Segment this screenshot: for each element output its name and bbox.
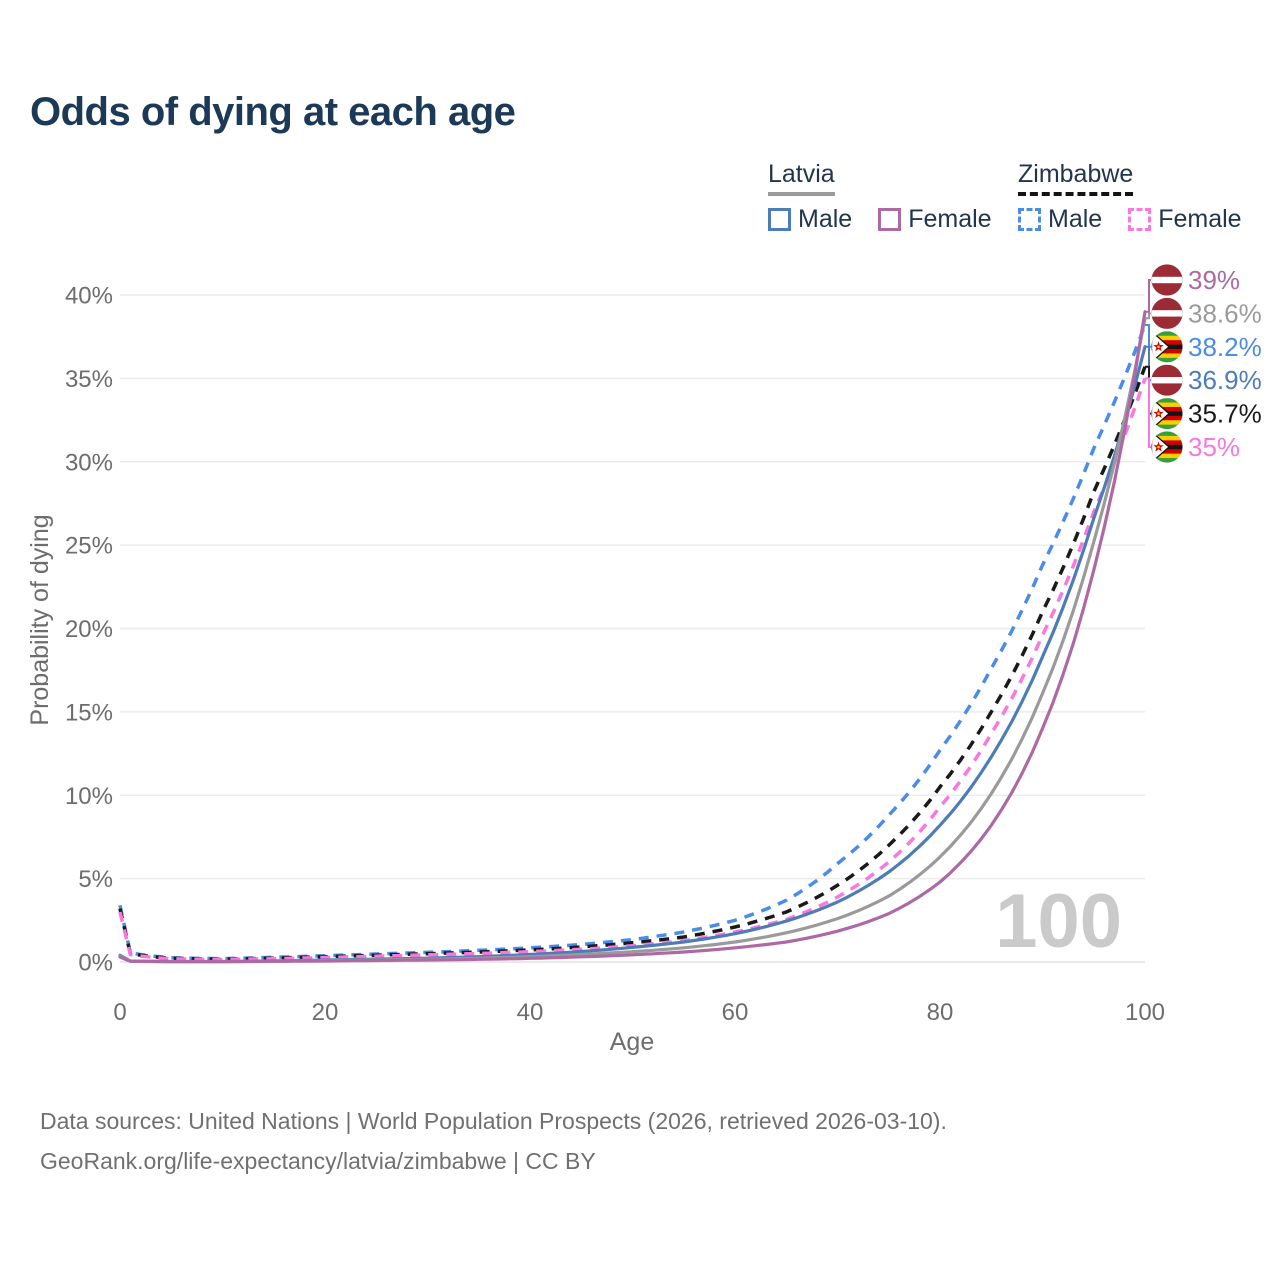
y-tick-label: 10% (65, 783, 113, 810)
end-label-connectors (1145, 279, 1151, 448)
x-tick-label: 40 (517, 999, 544, 1026)
x-tick-label: 100 (1125, 999, 1165, 1026)
flag-icon-zimbabwe (1151, 431, 1183, 463)
end-value-label-zw-all: 35.7% (1188, 399, 1262, 429)
x-tick-label: 20 (312, 999, 339, 1026)
legend-swatch-zimbabwe-male (1018, 208, 1041, 231)
axis-labels: 0% 5% 10% 15% 20% 25% 30% 35% 40% 0 20 40 60 80 100 Age… (26, 283, 1165, 1057)
footer-attribution-link[interactable]: GeoRank.org/life-expectancy/latvia/zimba… (40, 1148, 596, 1174)
legend-items-latvia: Male Female (768, 205, 992, 234)
connector-lv-all (1145, 312, 1151, 320)
series-line-zw-male[interactable] (118, 324, 1147, 961)
legend-label-latvia-male: Male (798, 205, 853, 233)
x-tick-label: 60 (722, 999, 749, 1026)
flag-icon-zimbabwe (1151, 397, 1183, 430)
legend-group-latvia: Latvia Male Female (768, 160, 992, 234)
x-tick-label: 0 (113, 999, 126, 1026)
end-value-label-zw-female: 35% (1188, 432, 1240, 462)
legend-items-zimbabwe: Male Female (1018, 205, 1242, 234)
end-label-flags (1151, 264, 1183, 463)
y-axis-title: Probability of dying (26, 514, 54, 725)
footer-data-sources: Data sources: United Nations | World Pop… (40, 1108, 947, 1134)
legend-country-latvia: Latvia (768, 160, 835, 196)
y-tick-label: 0% (78, 950, 113, 977)
series-line-lv-female[interactable] (118, 310, 1147, 964)
end-value-label-lv-female: 39% (1188, 265, 1240, 295)
connector-lv-female (1145, 279, 1151, 313)
age-counter-watermark: 100 (995, 879, 1122, 964)
legend-group-zimbabwe: Zimbabwe Male Female (1018, 160, 1242, 234)
x-tick-label: 80 (927, 999, 954, 1026)
end-value-label-lv-male: 36.9% (1188, 365, 1262, 395)
connector-zw-female (1145, 377, 1151, 448)
connector-zw-male (1145, 324, 1151, 348)
end-value-label-lv-all: 38.6% (1188, 298, 1262, 328)
legend-swatch-latvia-male (768, 208, 791, 231)
legend-country-zimbabwe: Zimbabwe (1018, 160, 1134, 196)
legend-item-zimbabwe-female[interactable]: Female (1128, 205, 1242, 234)
legend-item-latvia-female[interactable]: Female (878, 205, 992, 234)
flag-icon-zimbabwe (1151, 330, 1183, 363)
legend-swatch-latvia-female (878, 208, 902, 231)
legend-label-zimbabwe-female: Female (1158, 205, 1242, 233)
flag-icon-latvia (1151, 364, 1183, 397)
end-value-label-zw-male: 38.2% (1188, 332, 1262, 362)
legend-label-latvia-female: Female (908, 205, 992, 233)
y-tick-label: 5% (78, 866, 113, 893)
y-tick-label: 20% (65, 616, 113, 643)
y-tick-label: 40% (65, 283, 113, 310)
x-axis-title: Age (610, 1028, 654, 1056)
y-tick-label: 25% (65, 533, 113, 560)
flag-icon-latvia (1151, 297, 1183, 330)
series-line-zw-all[interactable] (118, 366, 1147, 961)
y-tick-label: 15% (65, 699, 113, 726)
legend-label-zimbabwe-male: Male (1048, 205, 1103, 233)
series-line-lv-all[interactable] (118, 316, 1147, 964)
age-watermark: 100 (995, 879, 1122, 964)
chart-title: Odds of dying at each age (30, 90, 516, 134)
legend-item-zimbabwe-male[interactable]: Male (1018, 205, 1102, 234)
gridlines (120, 294, 1145, 963)
legend-item-latvia-male[interactable]: Male (768, 205, 852, 234)
flag-icon-latvia (1151, 264, 1183, 296)
y-tick-label: 35% (65, 366, 113, 393)
end-label-values: 39%38.6% 38.2%36.9% 35.7%35% (1188, 265, 1262, 462)
series-line-lv-male[interactable] (118, 345, 1147, 964)
legend-swatch-zimbabwe-female (1128, 208, 1152, 231)
y-tick-label: 30% (65, 449, 113, 476)
series-line-zw-female[interactable] (118, 377, 1147, 962)
series-lines (118, 310, 1147, 964)
